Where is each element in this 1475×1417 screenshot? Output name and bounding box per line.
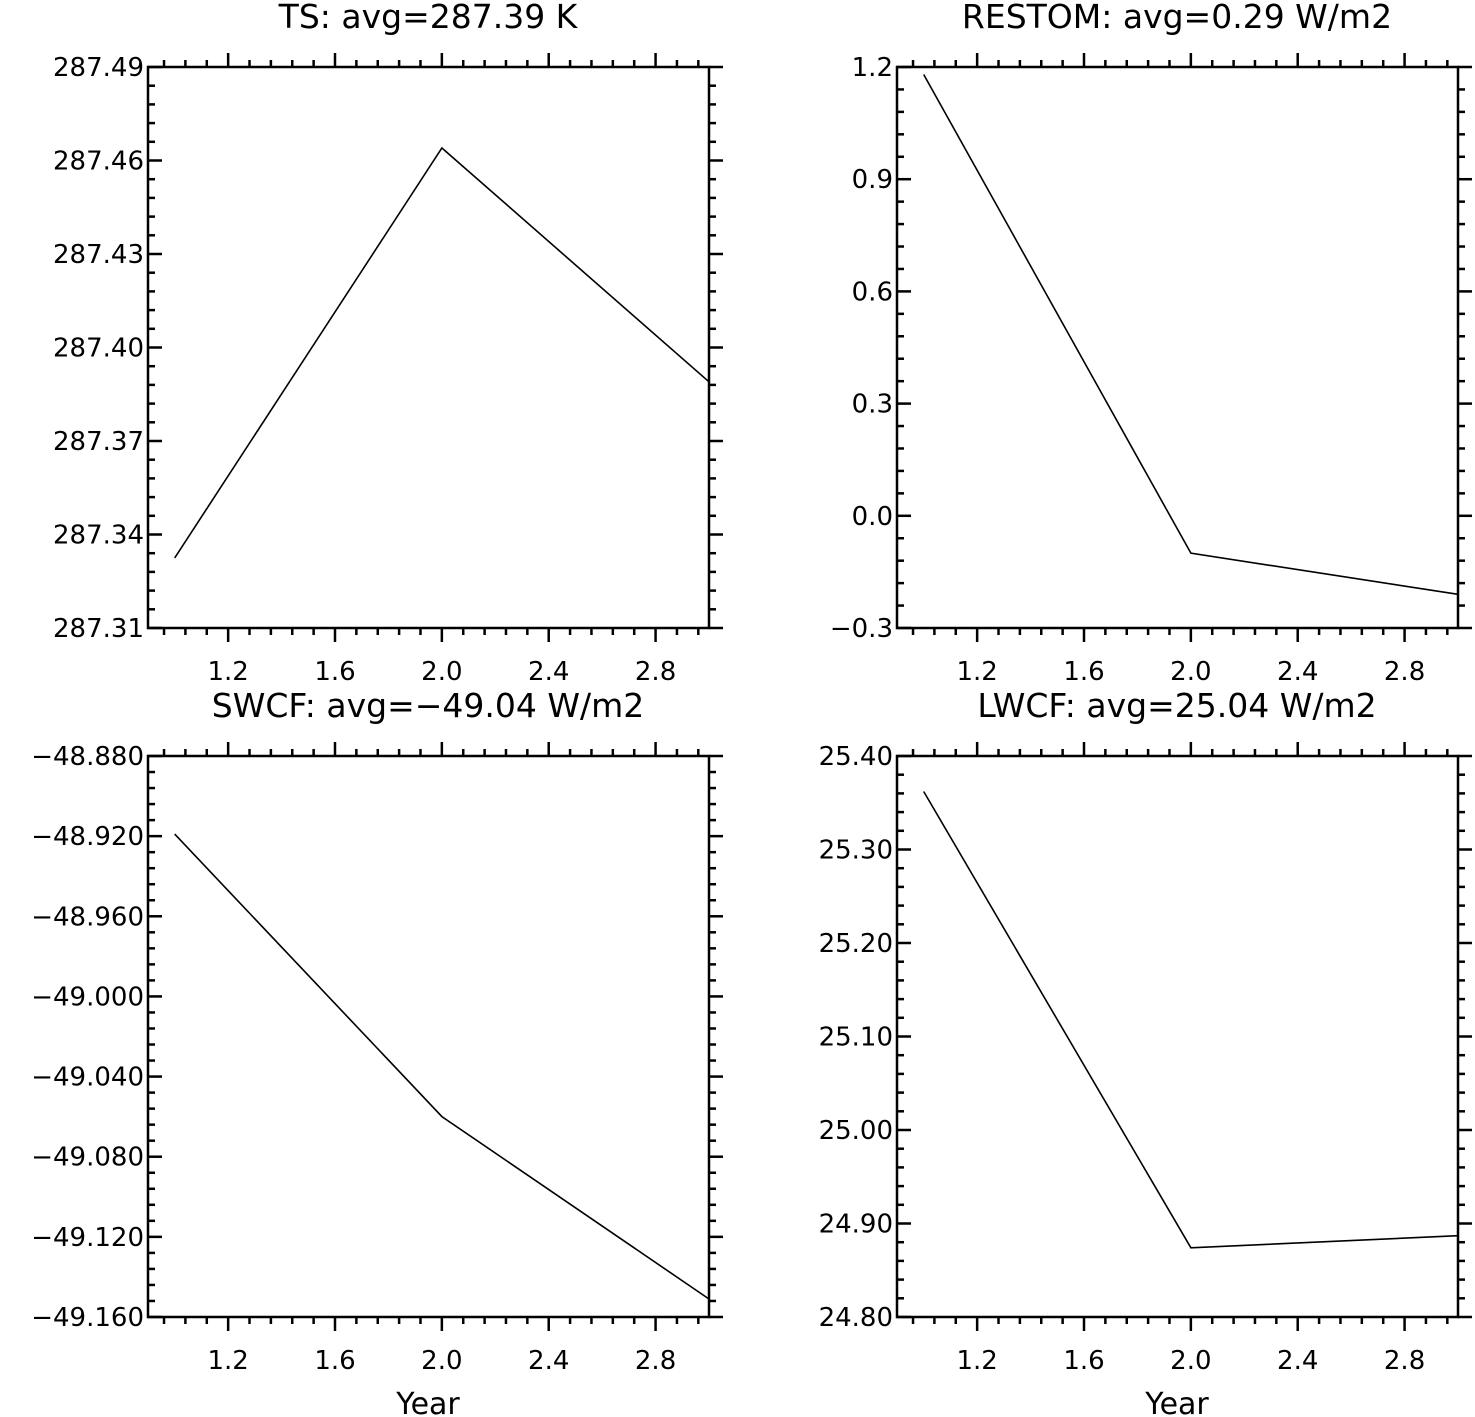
x-axis-label: Year [1144,1387,1209,1417]
plot-area: 1.2 1.6 2.0 2.4 2.8 −49.160 −49.120 −49.080 −49.… [31,742,723,1376]
y-tick-label: 287.49 [53,53,144,83]
y-tick-label: 0.9 [852,165,893,195]
series-line [174,146,710,559]
y-tick-label: −49.000 [31,982,144,1012]
plot-area: 1.2 1.6 2.0 2.4 2.8 −0.3 0.0 0.3 0.6 0.9 1.2 [830,53,1472,687]
y-tick-label: 0.6 [852,277,893,307]
x-tick-label: 2.8 [1384,657,1425,687]
panel-ts: TS: avg=287.39 K 1.2 1.6 2.0 2.4 2.8 287.31 28… [53,0,723,687]
x-tick-label: 1.2 [207,1346,248,1376]
x-axis-label: Year [395,1387,460,1417]
y-tick-label: 1.2 [852,53,893,83]
x-tick-label: 2.0 [421,1346,462,1376]
y-tick-label: 24.80 [819,1303,893,1333]
x-tick-label: 1.2 [956,1346,997,1376]
x-tick-label: 2.4 [528,1346,569,1376]
y-tick-label: −48.880 [31,742,144,772]
x-tick-label: 2.4 [1277,1346,1318,1376]
y-tick-label: −48.920 [31,822,144,852]
y-tick-label: −49.040 [31,1063,144,1093]
y-tick-label: 25.40 [819,742,893,772]
y-tick-label: 25.00 [819,1116,893,1146]
panel-title: LWCF: avg=25.04 W/m2 [977,686,1376,725]
plot-area: 1.2 1.6 2.0 2.4 2.8 287.31 287.34 287.37 287.40 2… [53,53,723,687]
x-tick-label: 2.8 [1384,1346,1425,1376]
x-tick-label: 1.6 [1063,1346,1104,1376]
plot-frame [895,65,1460,630]
y-tick-label: 287.43 [53,240,144,270]
plot-area: 1.2 1.6 2.0 2.4 2.8 24.80 24.90 25.00 25.10 25.20… [819,742,1472,1376]
panel-title: RESTOM: avg=0.29 W/m2 [962,0,1392,36]
x-tick-label: 1.2 [956,657,997,687]
y-tick-label: 25.20 [819,929,893,959]
plot-frame [146,65,711,630]
y-tick-label: 25.10 [819,1023,893,1053]
x-tick-label: 2.4 [528,657,569,687]
y-tick-label: 287.34 [53,521,144,551]
panel-title: TS: avg=287.39 K [278,0,579,36]
panel-title: SWCF: avg=−49.04 W/m2 [212,686,645,725]
y-tick-label: −49.160 [31,1303,144,1333]
x-tick-label: 1.6 [1063,657,1104,687]
x-tick-label: 2.0 [1170,1346,1211,1376]
panel-lwcf: LWCF: avg=25.04 W/m2 Year 1.2 1.6 2.0 2.4 2.… [819,686,1472,1417]
x-tick-label: 2.0 [421,657,462,687]
x-tick-label: 1.2 [207,657,248,687]
y-tick-label: 25.30 [819,836,893,866]
series-line [174,833,710,1300]
y-tick-label: −48.960 [31,902,144,932]
panel-restom: RESTOM: avg=0.29 W/m2 1.2 1.6 2.0 2.4 2.8 −0.… [830,0,1472,687]
x-tick-label: 1.6 [314,1346,355,1376]
y-tick-label: −49.080 [31,1143,144,1173]
y-tick-label: 287.46 [53,147,144,177]
x-tick-label: 2.4 [1277,657,1318,687]
plot-frame [146,754,711,1319]
y-tick-label: 0.3 [852,390,893,420]
x-tick-label: 1.6 [314,657,355,687]
plot-frame [895,754,1460,1319]
y-tick-label: −0.3 [830,614,893,644]
x-tick-label: 2.0 [1170,657,1211,687]
series-line [923,791,1459,1249]
panel-swcf: SWCF: avg=−49.04 W/m2 Year 1.2 1.6 2.0 2.4 2… [31,686,723,1417]
series-line [923,74,1459,596]
y-tick-label: 287.37 [53,427,144,457]
x-tick-label: 2.8 [635,1346,676,1376]
x-tick-label: 2.8 [635,657,676,687]
y-tick-label: 287.40 [53,334,144,364]
y-tick-label: 24.90 [819,1210,893,1240]
y-tick-label: 0.0 [852,502,893,532]
y-tick-label: 287.31 [53,614,144,644]
y-tick-label: −49.120 [31,1223,144,1253]
